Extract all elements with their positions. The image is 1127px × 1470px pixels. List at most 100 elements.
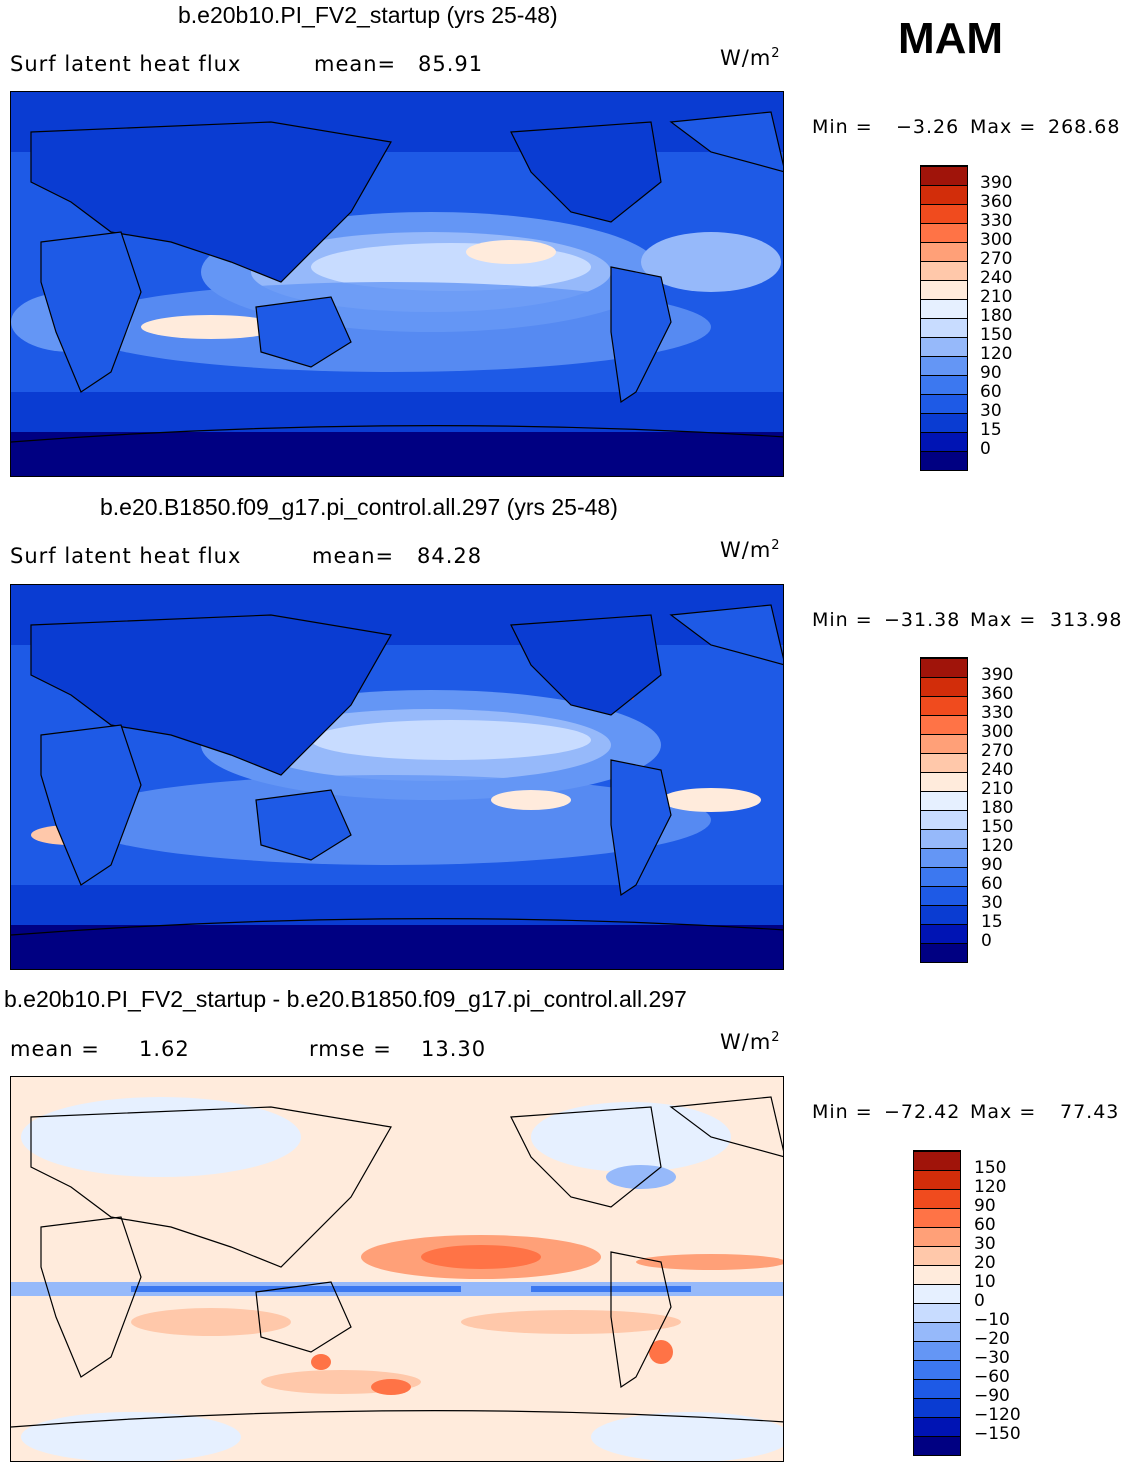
colorbar-box: [914, 1227, 960, 1246]
colorbar-box: [914, 1189, 960, 1208]
panel3-mean-value: 1.62: [139, 1037, 190, 1061]
colorbar-tick-label: −60: [974, 1367, 1010, 1387]
season-label: MAM: [898, 14, 1004, 63]
colorbar-box: [921, 223, 967, 242]
colorbar-tick-label: 300: [981, 722, 1014, 742]
colorbar-box: [921, 905, 967, 924]
colorbar-box: [921, 734, 967, 753]
colorbar-box: [921, 848, 967, 867]
colorbar-box: [914, 1246, 960, 1265]
panel2-map: [10, 584, 784, 970]
colorbar-box: [914, 1151, 960, 1170]
colorbar-tick-label: 240: [980, 268, 1013, 288]
colorbar-box: [914, 1379, 960, 1398]
colorbar-tick-label: −150: [974, 1424, 1021, 1444]
panel1-variable-label: Surf latent heat flux: [10, 52, 242, 76]
colorbar-tick-label: 390: [980, 173, 1013, 193]
colorbar-tick-label: 0: [974, 1291, 985, 1311]
colorbar-box: [914, 1398, 960, 1417]
panel1-min-label: Min =: [812, 116, 873, 138]
colorbar-tick-label: 15: [980, 420, 1002, 440]
colorbar-box: [921, 280, 967, 299]
panel3-colorbar: [913, 1150, 961, 1456]
colorbar-tick-label: 210: [980, 287, 1013, 307]
colorbar-box: [914, 1322, 960, 1341]
colorbar-box: [921, 677, 967, 696]
colorbar-tick-label: 120: [980, 344, 1013, 364]
panel1-mean-label: mean=: [314, 52, 397, 76]
colorbar-tick-label: 270: [981, 741, 1014, 761]
colorbar-box: [921, 810, 967, 829]
panel1-max-label: Max =: [970, 116, 1037, 138]
colorbar-box: [921, 337, 967, 356]
colorbar-box: [921, 204, 967, 223]
colorbar-tick-label: 150: [981, 817, 1014, 837]
colorbar-box: [921, 829, 967, 848]
colorbar-box: [921, 299, 967, 318]
colorbar-tick-label: 15: [981, 912, 1003, 932]
panel1-map: [10, 91, 784, 477]
panel3-min-label: Min =: [812, 1101, 873, 1123]
colorbar-box: [914, 1303, 960, 1322]
colorbar-box: [921, 451, 967, 470]
colorbar-box: [921, 166, 967, 185]
colorbar-box: [921, 753, 967, 772]
colorbar-tick-label: 60: [980, 382, 1002, 402]
panel3-map-svg: [11, 1077, 783, 1461]
panel1-min-value: −3.26: [896, 116, 960, 138]
colorbar-box: [921, 867, 967, 886]
colorbar-tick-label: −10: [974, 1310, 1010, 1330]
colorbar-tick-label: 180: [981, 798, 1014, 818]
colorbar-tick-label: 180: [980, 306, 1013, 326]
colorbar-tick-label: 0: [980, 439, 991, 459]
panel2-min-label: Min =: [812, 609, 873, 631]
colorbar-tick-label: 60: [974, 1215, 996, 1235]
colorbar-box: [921, 413, 967, 432]
colorbar-tick-label: 90: [974, 1196, 996, 1216]
colorbar-box: [921, 261, 967, 280]
colorbar-tick-label: 60: [981, 874, 1003, 894]
colorbar-box: [914, 1436, 960, 1455]
panel1-mean-value: 85.91: [418, 52, 484, 76]
panel3-units: W/m2: [720, 1030, 781, 1054]
colorbar-tick-label: 0: [981, 931, 992, 951]
colorbar-box: [921, 432, 967, 451]
colorbar-box: [914, 1265, 960, 1284]
panel1-units: W/m2: [720, 46, 781, 70]
colorbar-tick-label: 330: [980, 211, 1013, 231]
panel3-rmse-label: rmse =: [309, 1037, 392, 1061]
panel3-max-label: Max =: [970, 1101, 1037, 1123]
panel2-units: W/m2: [720, 538, 781, 562]
colorbar-tick-label: 150: [980, 325, 1013, 345]
panel3-min-value: −72.42: [884, 1101, 961, 1123]
colorbar-box: [921, 715, 967, 734]
panel1-colorbar: [920, 165, 968, 471]
colorbar-tick-label: −90: [974, 1386, 1010, 1406]
colorbar-box: [921, 356, 967, 375]
colorbar-tick-label: 30: [980, 401, 1002, 421]
colorbar-tick-label: 30: [974, 1234, 996, 1254]
colorbar-box: [921, 375, 967, 394]
colorbar-box: [921, 772, 967, 791]
panel2-mean-label: mean=: [312, 544, 395, 568]
colorbar-box: [921, 185, 967, 204]
colorbar-tick-label: −20: [974, 1329, 1010, 1349]
panel1-map-svg: [11, 92, 783, 476]
panel3-map: [10, 1076, 784, 1462]
panel2-min-value: −31.38: [884, 609, 961, 631]
colorbar-tick-label: 10: [974, 1272, 996, 1292]
colorbar-tick-label: 390: [981, 665, 1014, 685]
colorbar-tick-label: −120: [974, 1405, 1021, 1425]
panel3-max-value: 77.43: [1060, 1101, 1120, 1123]
colorbar-tick-label: 90: [981, 855, 1003, 875]
colorbar-box: [914, 1417, 960, 1436]
colorbar-box: [914, 1170, 960, 1189]
panel2-map-svg: [11, 585, 783, 969]
colorbar-tick-label: 120: [974, 1177, 1007, 1197]
colorbar-tick-label: 270: [980, 249, 1013, 269]
colorbar-box: [921, 943, 967, 962]
colorbar-tick-label: 240: [981, 760, 1014, 780]
panel2-variable-label: Surf latent heat flux: [10, 544, 242, 568]
colorbar-tick-label: 30: [981, 893, 1003, 913]
colorbar-box: [914, 1360, 960, 1379]
